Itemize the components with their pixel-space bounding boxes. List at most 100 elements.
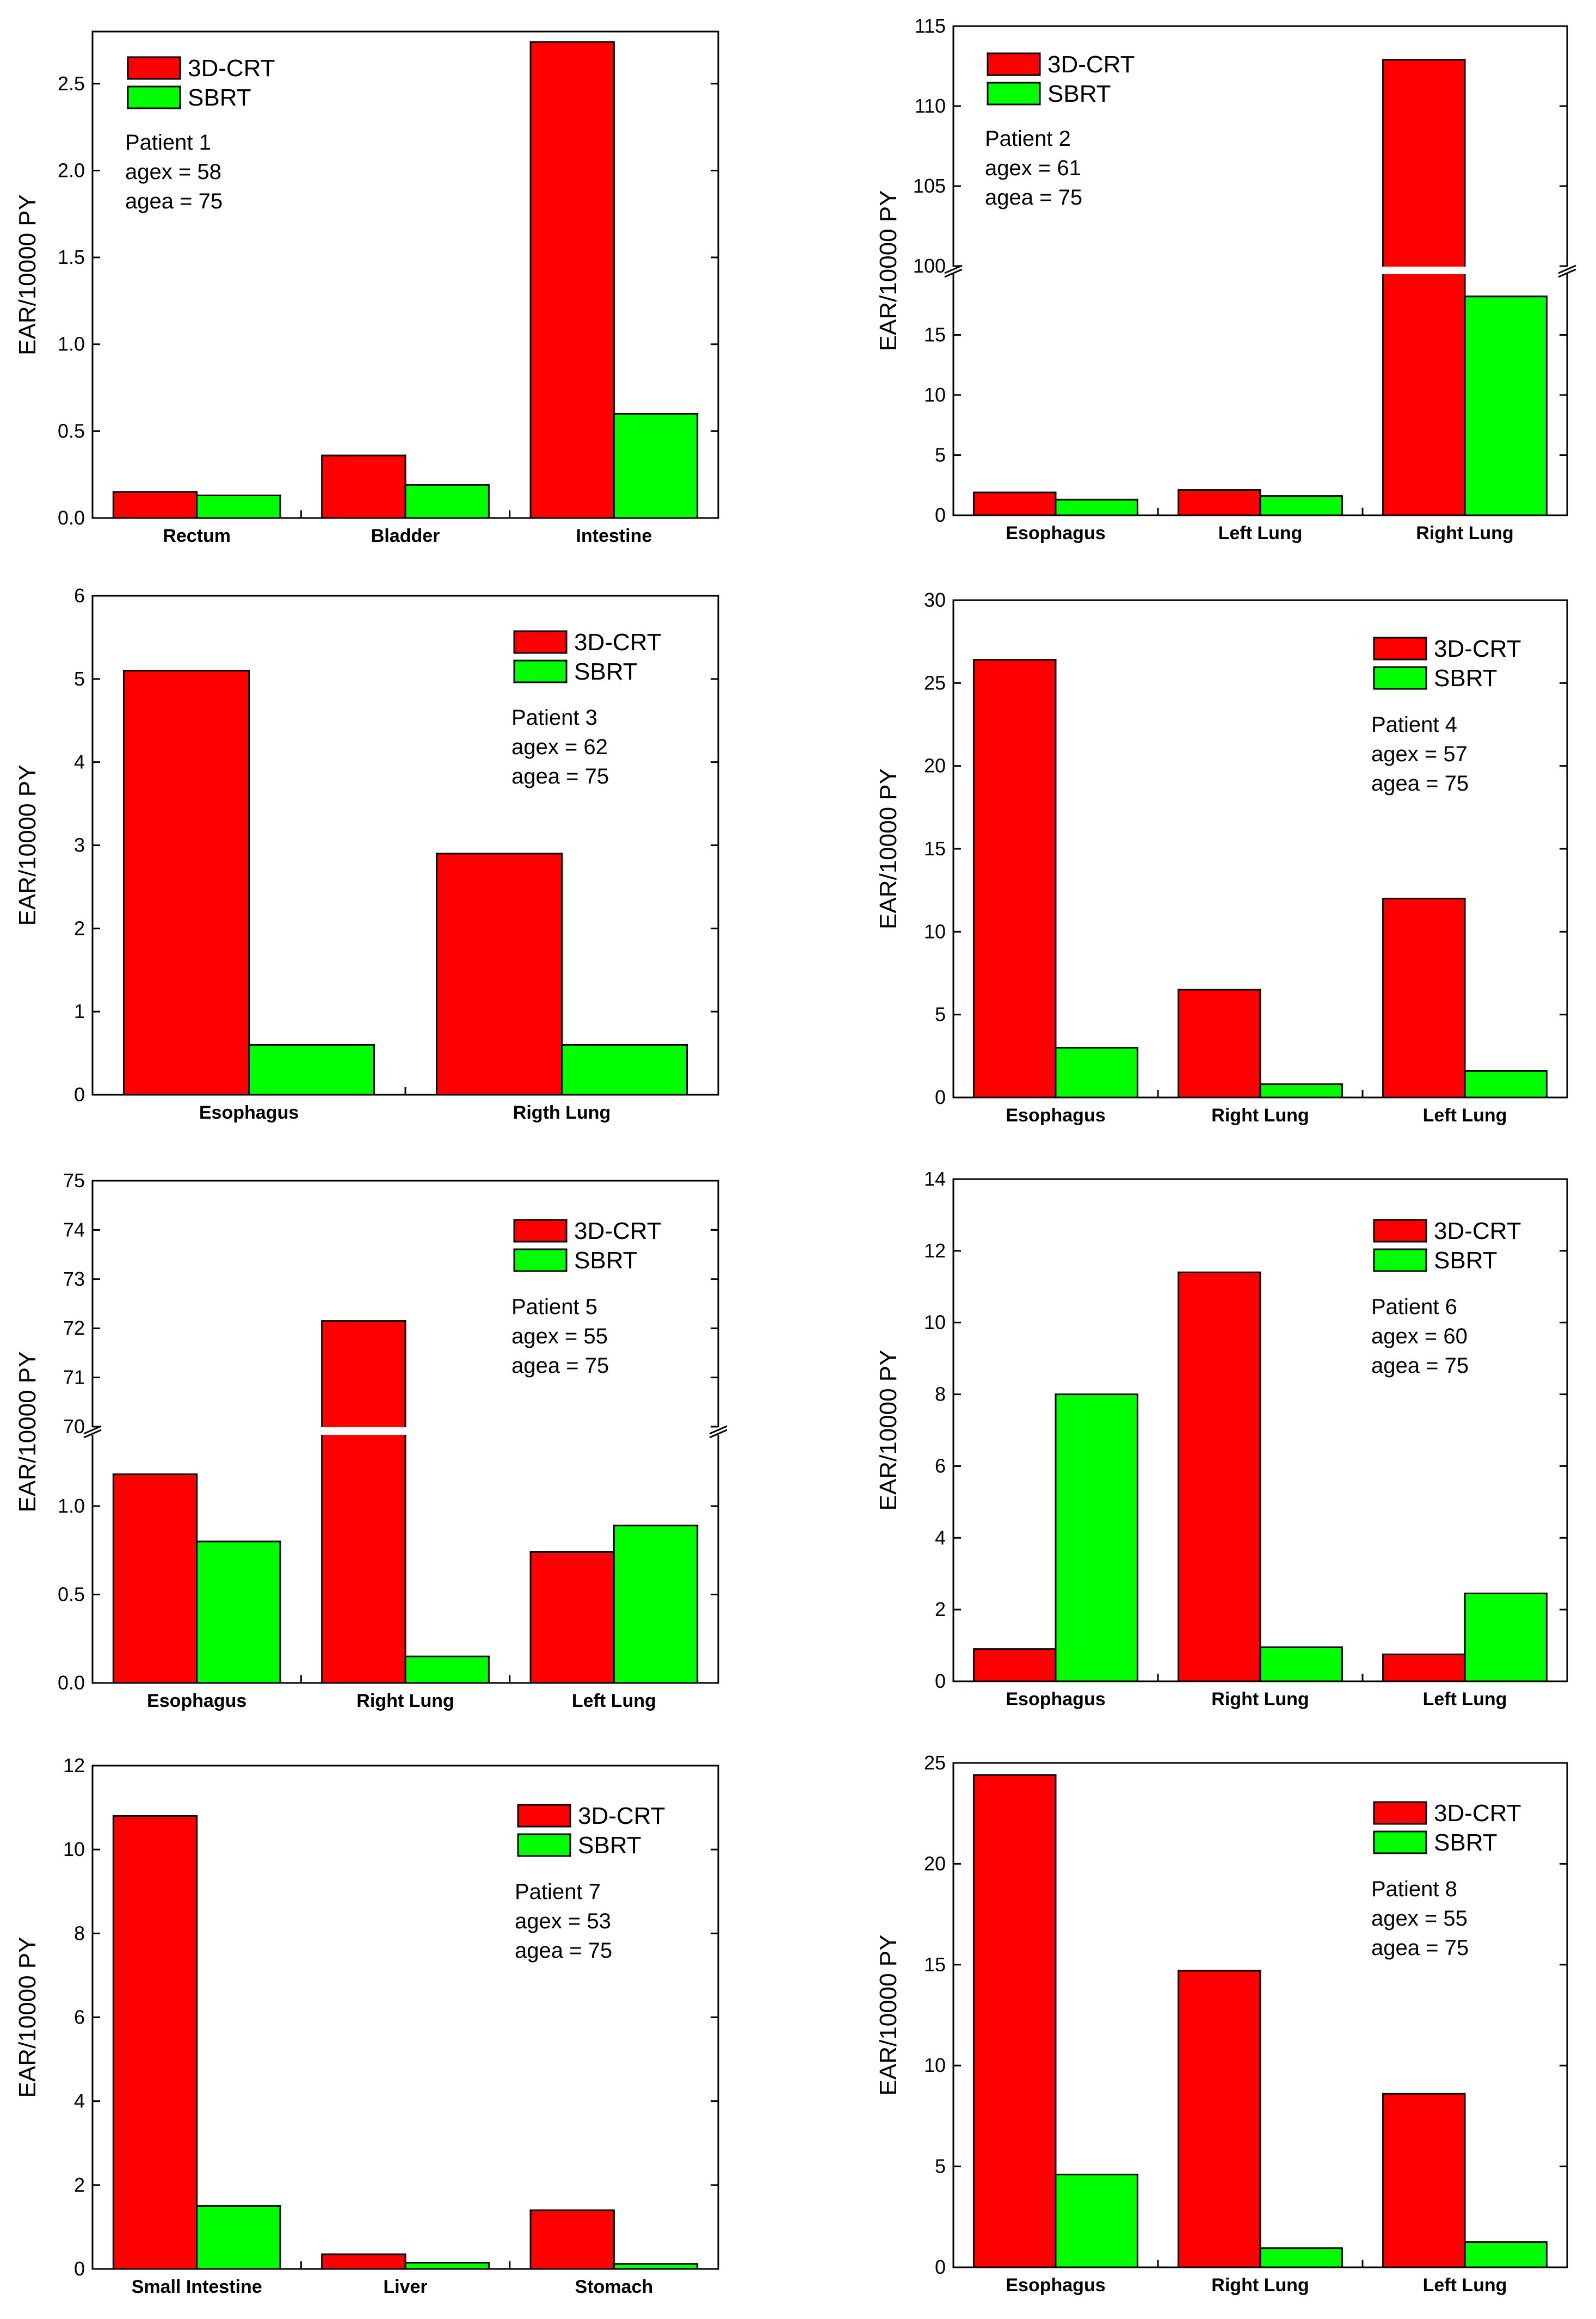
legend-swatch-crt xyxy=(1373,1801,1427,1825)
y-tick-label: 20 xyxy=(924,755,946,777)
y-tick-label: 3 xyxy=(74,834,85,856)
bar-sbrt-right-lung xyxy=(1259,1083,1343,1099)
bar-crt-intestine xyxy=(529,41,615,519)
x-category-label: Intestine xyxy=(576,526,652,546)
annotation-patient: Patient 2 xyxy=(985,127,1071,151)
legend-label: SBRT xyxy=(578,1832,642,1859)
y-tick-label: 1.0 xyxy=(58,1495,85,1517)
chart-panel-7: 0 2 4 6 8 10 12 Small Intestine Liver Stomach EAR/… xyxy=(14,1754,719,2297)
plot-frame xyxy=(952,1178,1568,1682)
y-tick-label: 72 xyxy=(63,1317,85,1339)
legend-label: 3D-CRT xyxy=(574,629,662,656)
x-category-label: Rigth Lung xyxy=(513,1102,611,1123)
legend-label: SBRT xyxy=(1434,1247,1498,1274)
y-tick-label: 10 xyxy=(924,1311,946,1334)
x-category-label: Right Lung xyxy=(1416,523,1513,544)
y-tick-label: 10 xyxy=(924,384,946,406)
legend-swatch-sbrt xyxy=(987,82,1041,106)
y-tick-label: 8 xyxy=(74,1922,85,1944)
y-tick-label: 1 xyxy=(74,1000,85,1022)
axis-gap xyxy=(1565,267,1569,274)
annotation-agex: agex = 55 xyxy=(1371,1907,1468,1931)
legend-swatch-crt xyxy=(517,1804,571,1828)
x-category-label: Esophagus xyxy=(1006,2275,1105,2296)
x-category-label: Rectum xyxy=(163,526,231,546)
annotation-patient: Patient 5 xyxy=(512,1295,597,1319)
annotation-patient: Patient 3 xyxy=(512,706,597,730)
x-category-label: Bladder xyxy=(371,526,440,546)
legend-label: 3D-CRT xyxy=(578,1803,665,1829)
y-tick-label: 8 xyxy=(935,1383,946,1405)
bar-crt-right-lung xyxy=(1178,1271,1261,1682)
y-tick-label: 2 xyxy=(74,2174,85,2196)
x-category-label: Left Lung xyxy=(1423,1689,1507,1710)
x-category-label: Esophagus xyxy=(199,1102,299,1123)
y-tick-label: 1.5 xyxy=(58,246,85,268)
y-axis-title: EAR/10000 PY xyxy=(14,1352,41,1513)
bar-sbrt-left-lung xyxy=(1259,495,1343,516)
bar-crt-esophagus xyxy=(112,1473,198,1684)
bar-sbrt-right-lung xyxy=(1259,2247,1343,2268)
y-tick-label: 15 xyxy=(924,1953,946,1976)
y-tick-label: 5 xyxy=(935,2155,946,2178)
y-tick-label: 75 xyxy=(63,1169,85,1192)
axis-gap xyxy=(951,267,956,274)
bar-sbrt-esophagus xyxy=(1055,1393,1138,1682)
y-tick-label: 0 xyxy=(74,1083,85,1106)
annotation-agex: agex = 62 xyxy=(512,735,608,759)
break-mark xyxy=(709,1429,728,1439)
x-category-label: Esophagus xyxy=(1006,523,1105,544)
y-tick-label: 20 xyxy=(924,1852,946,1874)
y-tick-label: 2 xyxy=(74,917,85,939)
x-category-label: Left Lung xyxy=(572,1691,656,1711)
chart-panel-1: 0.0 0.5 1.0 1.5 2.0 2.5 Rectum Bladder Intestine… xyxy=(14,30,719,546)
y-tick-label: 0 xyxy=(935,1670,946,1692)
y-tick-label: 6 xyxy=(74,2006,85,2028)
bar-crt-right-lung xyxy=(1382,59,1466,516)
annotation-agea: agea = 75 xyxy=(515,1939,612,1963)
y-tick-label: 2.0 xyxy=(58,159,85,181)
bar-crt-left-lung xyxy=(1382,897,1466,1099)
legend-swatch-sbrt xyxy=(1373,1830,1427,1854)
x-category-label: Esophagus xyxy=(147,1691,247,1711)
bar-sbrt-bladder xyxy=(404,484,490,519)
chart-panel-8: 0 5 10 15 20 25 Esophagus Right Lung Left Lung EA… xyxy=(875,1751,1568,2296)
chart-panel-5: 0.0 0.5 1.0 70 71 72 73 74 75 Esophagus Right Lung… xyxy=(14,1169,728,1711)
legend-swatch-sbrt xyxy=(517,1833,571,1857)
x-category-label: Right Lung xyxy=(1211,1105,1309,1126)
bar-crt-right-lung xyxy=(1178,1970,1261,2268)
x-category-label: Left Lung xyxy=(1423,1105,1507,1126)
legend-label: SBRT xyxy=(188,84,251,111)
x-category-label: Stomach xyxy=(575,2277,654,2297)
x-category-label: Right Lung xyxy=(1211,1689,1309,1710)
y-tick-label: 4 xyxy=(935,1526,946,1549)
x-category-label: Liver xyxy=(383,2277,427,2297)
bar-crt-left-lung xyxy=(529,1551,615,1684)
bar-sbrt-esophagus xyxy=(1055,2173,1138,2268)
plot-frame xyxy=(952,1762,1568,2268)
legend-swatch-crt xyxy=(513,630,568,654)
x-category-label: Right Lung xyxy=(356,1691,454,1711)
y-tick-label: 71 xyxy=(63,1366,85,1389)
legend-label: SBRT xyxy=(1434,665,1498,692)
y-tick-label: 1.0 xyxy=(58,333,85,355)
break-mark xyxy=(83,1429,102,1439)
chart-panel-4: 0 5 10 15 20 25 30 Esophagus Right Lung Left Lung… xyxy=(875,589,1568,1126)
y-axis-title: EAR/10000 PY xyxy=(14,194,41,355)
legend-swatch-crt xyxy=(127,56,181,80)
annotation-agex: agex = 55 xyxy=(512,1324,608,1348)
y-tick-label: 30 xyxy=(924,589,946,611)
annotation-agex: agex = 61 xyxy=(985,156,1081,180)
y-tick-label: 0 xyxy=(74,2258,85,2280)
x-category-label: Left Lung xyxy=(1423,2275,1507,2296)
annotation-agea: agea = 75 xyxy=(985,186,1082,209)
bar-crt-esophagus xyxy=(973,659,1057,1099)
break-mark xyxy=(1558,264,1576,274)
annotation-patient: Patient 1 xyxy=(125,131,211,155)
y-tick-label: 0.5 xyxy=(58,1583,85,1606)
y-tick-label: 5 xyxy=(935,444,946,466)
y-axis-title: EAR/10000 PY xyxy=(14,1937,41,2098)
legend-label: SBRT xyxy=(574,1247,638,1274)
plot-frame xyxy=(91,30,719,519)
y-axis-title: EAR/10000 PY xyxy=(875,1935,902,2096)
